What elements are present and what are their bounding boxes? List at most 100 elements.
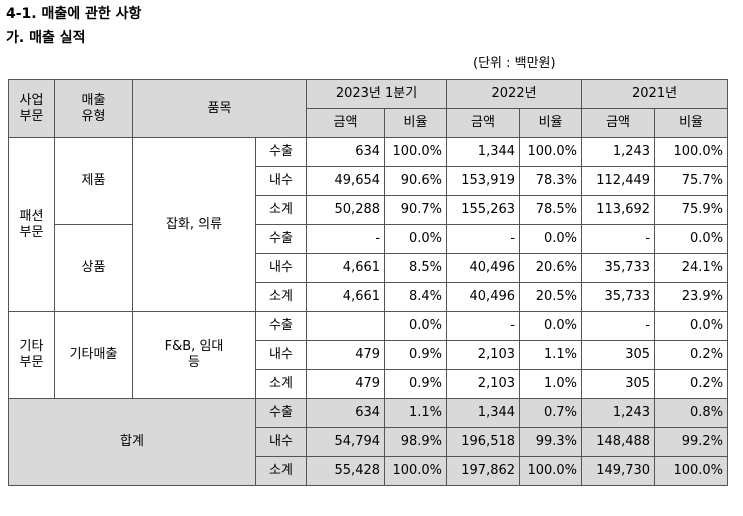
amount-cell: 1,344 xyxy=(446,398,521,428)
ratio-cell: 24.1% xyxy=(654,253,729,283)
kind-cell: 내수 xyxy=(254,253,308,283)
amount-cell: 2,103 xyxy=(446,340,521,370)
amount-cell: - xyxy=(581,311,656,341)
amount-cell: 634 xyxy=(306,137,386,167)
amount-cell: 4,661 xyxy=(306,282,386,312)
table-row: 패션 부문 제품 잡화, 의류 수출 634 100.0% 1,344 100.0% 1,243… xyxy=(8,137,729,312)
amount-cell: 1,344 xyxy=(446,137,521,167)
table-row: 상품 수출 -0.0% -0.0% -0.0% xyxy=(9,224,729,312)
sales-type-cell: 제품 xyxy=(54,137,133,225)
ratio-cell: 78.3% xyxy=(519,166,583,196)
amount-cell: 1,243 xyxy=(581,137,656,167)
amount-cell: 50,288 xyxy=(306,195,386,225)
ratio-cell: 8.5% xyxy=(384,253,448,283)
header-item: 품목 xyxy=(131,79,308,138)
ratio-cell: 0.9% xyxy=(384,369,448,399)
table-row: 소계 50,288 90.7% 155,263 78.5% 113,692 75.9% xyxy=(9,195,729,225)
header-row-1: 사업 부문 매출 유형 품목 2023년 1분기 2022년 2021년 xyxy=(8,79,729,138)
ratio-cell: 20.5% xyxy=(519,282,583,312)
table-row: 내수 479 0.9% 2,103 1.1% 305 0.2% xyxy=(9,340,729,370)
section-title: 4-1. 매출에 관한 사항 xyxy=(6,6,142,22)
header-period: 2023년 1분기 xyxy=(306,79,448,109)
ratio-cell: 23.9% xyxy=(654,282,729,312)
amount-cell: 112,449 xyxy=(581,166,656,196)
amount-cell xyxy=(306,311,386,341)
ratio-cell: 0.0% xyxy=(654,224,729,254)
ratio-cell: 100.0% xyxy=(384,137,448,167)
table-row: 내수 4,661 8.5% 40,496 20.6% 35,733 24.1% xyxy=(9,253,729,283)
ratio-cell: 99.3% xyxy=(519,427,583,457)
amount-cell: 479 xyxy=(306,369,386,399)
amount-cell: 479 xyxy=(306,340,386,370)
amount-cell: - xyxy=(446,311,521,341)
ratio-cell: 0.7% xyxy=(519,398,583,428)
item-cell: F&B, 임대 등 xyxy=(132,311,256,399)
header-ratio: 비율 xyxy=(519,108,583,138)
ratio-cell: 100.0% xyxy=(519,137,583,167)
division-cell: 기타 부문 xyxy=(8,311,55,399)
table-row: 소계 479 0.9% 2,103 1.0% 305 0.2% xyxy=(9,369,729,399)
ratio-cell: 75.7% xyxy=(654,166,729,196)
amount-cell: 35,733 xyxy=(581,253,656,283)
sales-type-cell: 상품 xyxy=(54,224,133,312)
ratio-cell: 1.1% xyxy=(384,398,448,428)
ratio-cell: 0.0% xyxy=(384,311,448,341)
kind-cell: 수출 xyxy=(254,311,308,341)
table-row: 기타 부문 기타매출 F&B, 임대 등 수출 0.0% -0.0% -0.0% xyxy=(8,311,729,399)
ratio-cell: 0.2% xyxy=(654,369,729,399)
amount-cell: 634 xyxy=(306,398,386,428)
header-period: 2022년 xyxy=(446,79,583,109)
kind-cell: 내수 xyxy=(254,166,308,196)
amount-cell: 155,263 xyxy=(446,195,521,225)
amount-cell: 113,692 xyxy=(581,195,656,225)
amount-cell: 54,794 xyxy=(306,427,386,457)
header-amount: 금액 xyxy=(306,108,386,138)
amount-cell: 197,862 xyxy=(446,456,521,486)
ratio-cell: 100.0% xyxy=(654,456,729,486)
item-cell: 잡화, 의류 xyxy=(132,137,256,312)
ratio-cell: 8.4% xyxy=(384,282,448,312)
table-row: 내수 49,654 90.6% 153,919 78.3% 112,449 75.7% xyxy=(9,166,729,196)
table-row: 소계 4,661 8.4% 40,496 20.5% 35,733 23.9% xyxy=(9,282,729,312)
total-row: 합계 수출 634 1.1% 1,344 0.7% 1,243 0.8% xyxy=(8,398,729,486)
amount-cell: 35,733 xyxy=(581,282,656,312)
table-body: 패션 부문 제품 잡화, 의류 수출 634 100.0% 1,344 100.0% 1,243… xyxy=(8,137,729,486)
amount-cell: 1,243 xyxy=(581,398,656,428)
ratio-cell: 90.6% xyxy=(384,166,448,196)
ratio-cell: 100.0% xyxy=(384,456,448,486)
unit-label: (단위 : 백만원) xyxy=(473,56,556,71)
amount-cell: - xyxy=(446,224,521,254)
header-row-2: 금액 비율 금액 비율 금액 비율 xyxy=(9,108,729,138)
total-row: 소계 55,428 100.0% 197,862 100.0% 149,730 100.0% xyxy=(9,456,729,486)
amount-cell: 149,730 xyxy=(581,456,656,486)
amount-cell: 49,654 xyxy=(306,166,386,196)
ratio-cell: 1.0% xyxy=(519,369,583,399)
ratio-cell: 0.0% xyxy=(384,224,448,254)
kind-cell: 내수 xyxy=(254,427,308,457)
header-sales-type: 매출 유형 xyxy=(54,79,133,138)
kind-cell: 소계 xyxy=(254,195,308,225)
kind-cell: 수출 xyxy=(254,137,308,167)
ratio-cell: 0.0% xyxy=(519,311,583,341)
ratio-cell: 100.0% xyxy=(654,137,729,167)
sales-type-cell: 기타매출 xyxy=(54,311,133,399)
amount-cell: 4,661 xyxy=(306,253,386,283)
kind-cell: 소계 xyxy=(254,282,308,312)
header-amount: 금액 xyxy=(446,108,521,138)
ratio-cell: 78.5% xyxy=(519,195,583,225)
amount-cell: 196,518 xyxy=(446,427,521,457)
header-period: 2021년 xyxy=(581,79,729,109)
amount-cell: - xyxy=(306,224,386,254)
amount-cell: 2,103 xyxy=(446,369,521,399)
total-row: 내수 54,794 98.9% 196,518 99.3% 148,488 99.2% xyxy=(9,427,729,457)
ratio-cell: 98.9% xyxy=(384,427,448,457)
ratio-cell: 0.8% xyxy=(654,398,729,428)
ratio-cell: 0.0% xyxy=(654,311,729,341)
amount-cell: 55,428 xyxy=(306,456,386,486)
kind-cell: 소계 xyxy=(254,369,308,399)
amount-cell: 40,496 xyxy=(446,253,521,283)
section-subtitle: 가. 매출 실적 xyxy=(6,30,86,46)
kind-cell: 수출 xyxy=(254,224,308,254)
division-cell: 패션 부문 xyxy=(8,137,55,312)
ratio-cell: 20.6% xyxy=(519,253,583,283)
